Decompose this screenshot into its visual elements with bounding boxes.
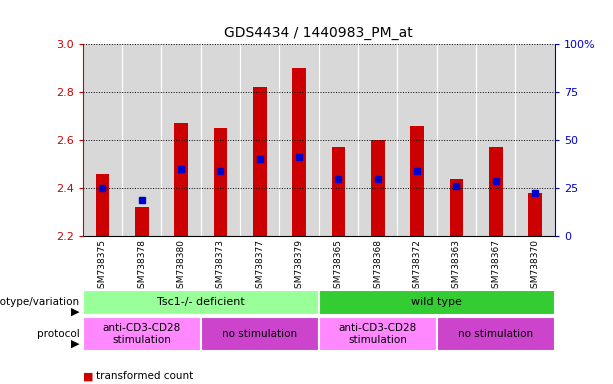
Bar bbox=[213, 128, 227, 236]
Bar bbox=[371, 140, 384, 236]
Text: ▶: ▶ bbox=[71, 307, 80, 317]
Text: anti-CD3-CD28
stimulation: anti-CD3-CD28 stimulation bbox=[102, 323, 181, 345]
Text: no stimulation: no stimulation bbox=[458, 329, 533, 339]
Bar bbox=[174, 123, 188, 236]
Bar bbox=[528, 193, 542, 236]
Text: protocol: protocol bbox=[37, 329, 80, 339]
Bar bbox=[122, 44, 161, 236]
Text: wild type: wild type bbox=[411, 297, 462, 308]
Bar bbox=[332, 147, 345, 236]
Bar bbox=[449, 179, 463, 236]
Text: ■: ■ bbox=[83, 371, 93, 381]
Bar bbox=[292, 68, 306, 236]
Bar bbox=[135, 207, 148, 236]
Text: transformed count: transformed count bbox=[96, 371, 194, 381]
Bar bbox=[476, 44, 516, 236]
Text: no stimulation: no stimulation bbox=[222, 329, 297, 339]
Bar bbox=[96, 174, 109, 236]
Bar bbox=[436, 44, 476, 236]
Bar bbox=[83, 44, 122, 236]
Bar bbox=[319, 44, 358, 236]
Text: Tsc1-/- deficient: Tsc1-/- deficient bbox=[157, 297, 245, 308]
Bar bbox=[410, 126, 424, 236]
Bar bbox=[397, 44, 436, 236]
Bar bbox=[516, 44, 555, 236]
Text: ▶: ▶ bbox=[71, 339, 80, 349]
Bar bbox=[201, 44, 240, 236]
Bar bbox=[358, 44, 397, 236]
Bar bbox=[161, 44, 201, 236]
Text: anti-CD3-CD28
stimulation: anti-CD3-CD28 stimulation bbox=[338, 323, 417, 345]
Text: genotype/variation: genotype/variation bbox=[0, 297, 80, 308]
Bar bbox=[280, 44, 319, 236]
Bar bbox=[240, 44, 280, 236]
Title: GDS4434 / 1440983_PM_at: GDS4434 / 1440983_PM_at bbox=[224, 26, 413, 40]
Bar bbox=[253, 88, 267, 236]
Bar bbox=[489, 147, 503, 236]
